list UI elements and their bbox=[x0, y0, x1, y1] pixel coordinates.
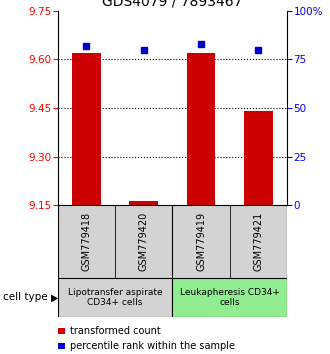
Bar bbox=[230, 205, 287, 278]
Text: GSM779418: GSM779418 bbox=[82, 212, 91, 271]
Text: Lipotransfer aspirate
CD34+ cells: Lipotransfer aspirate CD34+ cells bbox=[68, 288, 162, 307]
Text: GSM779419: GSM779419 bbox=[196, 212, 206, 271]
Bar bbox=[58, 278, 173, 317]
Bar bbox=[115, 205, 173, 278]
Text: GSM779420: GSM779420 bbox=[139, 212, 149, 271]
Text: GSM779421: GSM779421 bbox=[253, 212, 263, 271]
Bar bbox=[173, 205, 230, 278]
Title: GDS4079 / 7893467: GDS4079 / 7893467 bbox=[102, 0, 243, 8]
Bar bbox=[244, 111, 273, 205]
Bar bbox=[173, 278, 287, 317]
Bar bbox=[187, 53, 215, 205]
Bar bbox=[58, 205, 115, 278]
Text: cell type: cell type bbox=[3, 292, 48, 302]
Bar bbox=[129, 201, 158, 205]
Bar bbox=[72, 53, 101, 205]
Text: Leukapheresis CD34+
cells: Leukapheresis CD34+ cells bbox=[180, 288, 280, 307]
Text: ▶: ▶ bbox=[51, 292, 59, 302]
Text: transformed count: transformed count bbox=[70, 326, 161, 336]
Text: percentile rank within the sample: percentile rank within the sample bbox=[70, 341, 235, 351]
